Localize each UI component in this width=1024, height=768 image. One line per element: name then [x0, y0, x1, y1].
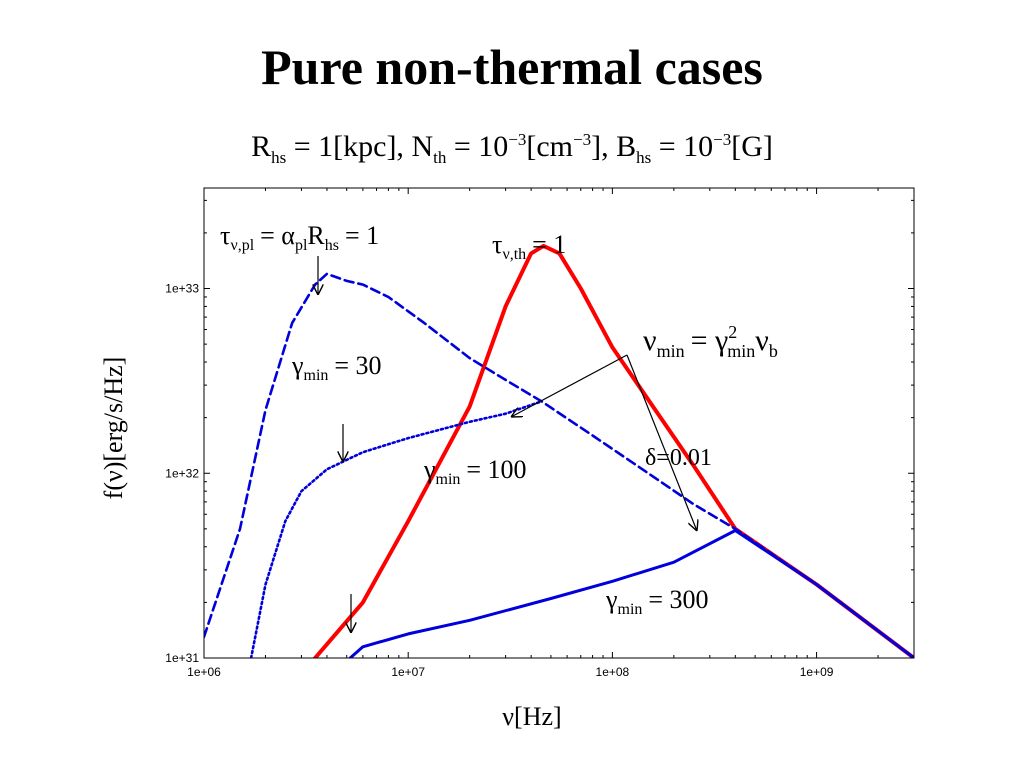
gamma-300-series-line [348, 529, 914, 658]
b-exponent: −3 [713, 130, 732, 149]
annotation-delta: δ=0.01 [645, 445, 712, 471]
annotation-gamma-300: γmin = 300 [605, 585, 709, 618]
b-subscript: hs [636, 148, 652, 167]
gamma300-symbol: γ [605, 585, 618, 614]
b-symbol: B [616, 130, 637, 163]
plot-frame [203, 187, 915, 659]
tau-pl-mid: = α [260, 221, 295, 250]
nu-min-mid2: ν [755, 324, 769, 357]
annotation-nu-min: νmin = γ2 minνb [643, 322, 778, 361]
annotation-gamma-100: γmin = 100 [423, 455, 527, 488]
x-tick-label: 1e+08 [596, 665, 630, 679]
gamma30-symbol: γ [291, 351, 304, 380]
tau-pl-mid2: R [307, 221, 325, 250]
y-tick-label: 1e+33 [165, 282, 199, 296]
gamma300-subscript: min [618, 601, 643, 618]
r-value: = 1[kpc], [293, 130, 404, 163]
gamma100-subscript: min [436, 471, 461, 488]
tau-pl-symbol: τ [220, 221, 230, 250]
tau-pl-subscript: ν,pl [230, 237, 254, 254]
arrow-nu-min-to-gamma30-break [511, 354, 628, 417]
n-value: = 10 [453, 130, 509, 163]
n-symbol: N [411, 130, 434, 163]
tau-pl-end: = 1 [345, 221, 379, 250]
nu-min-mid: = γ [691, 324, 729, 357]
nu-min-subscript: min [657, 341, 685, 361]
y-tick-label: 1e+32 [165, 466, 199, 480]
x-axis-label: ν[Hz] [502, 702, 561, 731]
gamma100-symbol: γ [423, 455, 436, 484]
arrow-nu-min-to-gamma300-break [626, 354, 697, 531]
tau-th-end: = 1 [532, 230, 566, 259]
tau-th-subscript: ν,th [502, 246, 526, 263]
parameter-equation: Rhs = 1[kpc], Nth = 10−3[cm−3], Bhs = 10… [0, 130, 1024, 168]
annotation-tau-pl: τν,pl = αplRhs = 1 [220, 221, 379, 254]
y-tick-label: 1e+31 [165, 651, 199, 665]
b-unit: [G] [731, 130, 773, 163]
nu-min-superscript: 2 [728, 322, 737, 342]
tau-th-symbol: τ [492, 230, 502, 259]
n-exponent: −3 [508, 130, 527, 149]
nu-min-subscript3: b [769, 341, 778, 361]
tau-pl-subscript2: pl [295, 237, 308, 254]
b-value: = 10 [658, 130, 714, 163]
r-subscript: hs [271, 148, 287, 167]
x-tick-label: 1e+06 [187, 665, 221, 679]
x-tick-label: 1e+09 [800, 665, 834, 679]
annotation-gamma-30: γmin = 30 [291, 351, 382, 384]
n-subscript: th [433, 148, 447, 167]
tau-pl-subscript3: hs [325, 237, 339, 254]
x-tick-label: 1e+07 [391, 665, 425, 679]
nu-min-symbol: ν [643, 324, 657, 357]
nu-min-subscript2: min [727, 341, 755, 361]
gamma-30-series-line [204, 272, 914, 658]
annotation-tau-th: τν,th = 1 [492, 230, 566, 263]
gamma30-subscript: min [304, 367, 329, 384]
y-axis-label: f(ν)[erg/s/Hz] [99, 357, 128, 500]
n-unit-end: ], [591, 130, 609, 163]
gamma300-end: = 300 [648, 585, 708, 614]
gamma30-end: = 30 [334, 351, 381, 380]
r-symbol: R [251, 130, 272, 163]
slide-title: Pure non-thermal cases [261, 39, 763, 95]
n-unit-exponent: −3 [573, 130, 592, 149]
gamma100-end: = 100 [466, 455, 526, 484]
gamma-100-series-line [249, 400, 543, 658]
n-unit: [cm [526, 130, 573, 163]
thermal-series-line [313, 243, 914, 658]
